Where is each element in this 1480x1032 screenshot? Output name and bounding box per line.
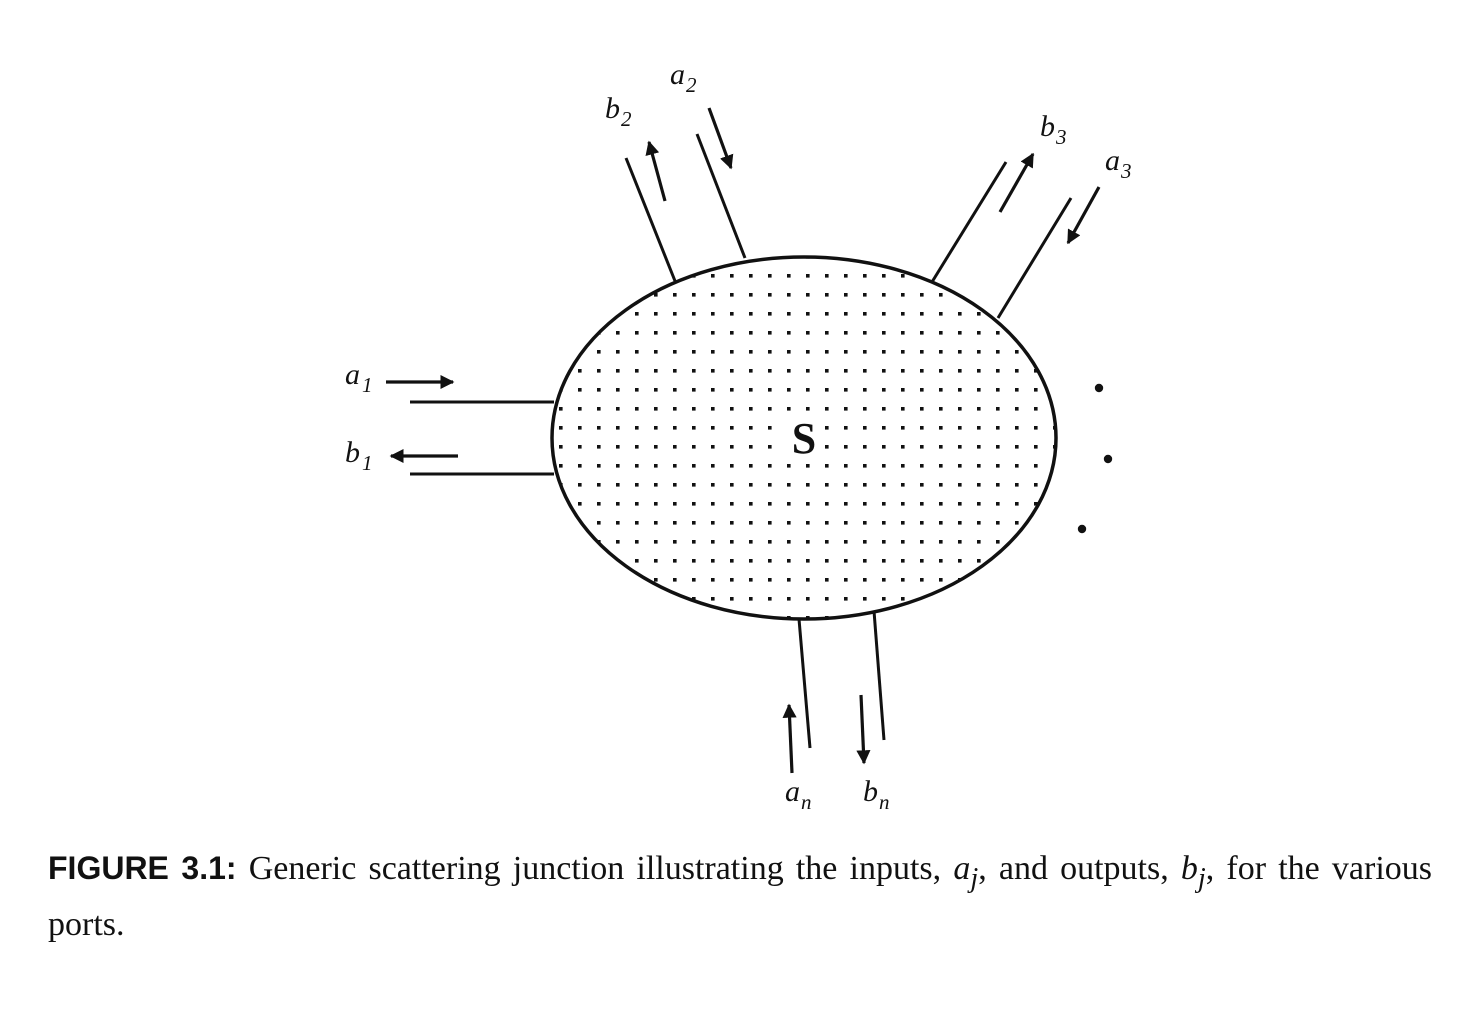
- port-2-right-line: [695, 133, 747, 259]
- port-2-output-arrow: [645, 140, 667, 202]
- figure-caption: FIGURE 3.1: Generic scattering junction …: [48, 845, 1432, 948]
- scattering-junction-diagram: S a1 b1 b2 a2 b3 a3: [345, 58, 1132, 814]
- port-n-input-label: an: [785, 775, 812, 814]
- caption-symbol-outputs: bj: [1180, 850, 1206, 894]
- port-1-output-label: b1: [345, 436, 373, 475]
- caption-text-part-1: Generic scattering junction illustrating…: [236, 850, 954, 887]
- center-label: S: [792, 414, 816, 463]
- ellipsis-dot-middle: [1103, 454, 1113, 464]
- port-3-input-label: a3: [1105, 144, 1132, 183]
- port-2-left-line: [624, 157, 677, 282]
- center-label-backdrop: [786, 416, 824, 462]
- port-3-left-line: [930, 161, 1008, 283]
- port-n-left-line: [797, 618, 812, 749]
- port-2: b2 a2: [605, 58, 747, 282]
- port-n-input-arrow: [782, 703, 797, 774]
- more-ports-ellipsis: [1077, 383, 1113, 534]
- ellipsis-dot-top: [1094, 383, 1104, 393]
- port-n-output-arrow: [856, 694, 871, 765]
- ellipsis-dot-bottom: [1077, 524, 1087, 534]
- port-2-output-label: b2: [605, 92, 632, 131]
- port-3-right-line: [996, 197, 1073, 319]
- caption-text-part-2: , and outputs,: [978, 850, 1181, 887]
- port-1: a1 b1: [345, 358, 554, 476]
- port-n-output-label: bn: [863, 775, 890, 814]
- port-2-input-label: a2: [670, 58, 697, 97]
- port-3-output-arrow: [998, 152, 1035, 213]
- port-n-right-line: [872, 610, 886, 741]
- port-3-output-label: b3: [1040, 110, 1067, 149]
- port-n: an bn: [782, 610, 890, 814]
- caption-text-part-3: , for the various ports.: [48, 850, 1432, 943]
- caption-label: FIGURE 3.1:: [48, 850, 237, 886]
- port-1-input-label: a1: [345, 358, 373, 397]
- port-3: b3 a3: [930, 110, 1132, 319]
- caption-symbol-inputs: aj: [953, 850, 979, 894]
- port-3-input-arrow: [1066, 186, 1101, 245]
- port-2-input-arrow: [707, 107, 734, 170]
